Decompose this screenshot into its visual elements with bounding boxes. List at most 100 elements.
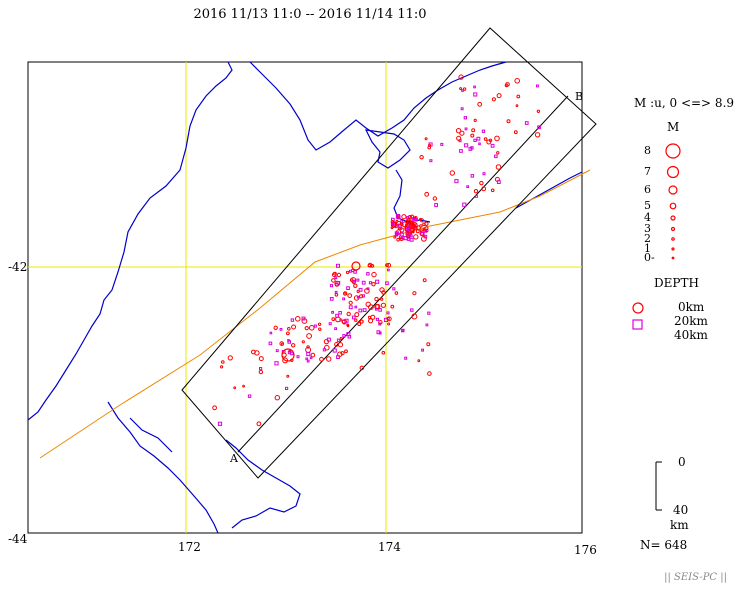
epicenter-deep: [334, 290, 338, 294]
epicenter-shallow: [374, 296, 379, 302]
epicenter-shallow: [359, 365, 365, 371]
epicenter-deep: [470, 174, 475, 178]
magnitude-range: M :u, 0 <=> 8.9: [634, 96, 735, 110]
epicenter-deep: [464, 143, 469, 148]
epicenter-shallow: [496, 151, 500, 155]
epicenter-deep: [313, 324, 317, 328]
epicenter-deep: [351, 315, 356, 320]
epicenter-deep: [358, 308, 363, 313]
epicenter-shallow: [258, 356, 264, 362]
epicenter-shallow: [343, 292, 347, 296]
epicenter-deep: [331, 310, 335, 314]
epicenter-deep: [478, 142, 481, 146]
epicenter-shallow: [390, 226, 394, 230]
depth-scale-unit: km: [670, 518, 689, 532]
epicenter-shallow: [413, 234, 419, 240]
epicenter-deep: [425, 323, 429, 327]
depth-shallow-symbol: [632, 302, 644, 314]
epicenter-deep: [309, 356, 313, 360]
epicenter-shallow: [536, 109, 541, 114]
epicenter-deep: [404, 356, 408, 360]
epicenter-deep: [386, 311, 390, 315]
epicenter-deep: [353, 270, 357, 274]
event-count: N= 648: [640, 538, 688, 552]
epicenter-shallow: [516, 94, 521, 99]
lat-label-42: -42: [8, 260, 28, 274]
epicenter-shallow: [359, 319, 364, 324]
coastline: [27, 61, 583, 534]
epicenter-shallow: [424, 137, 428, 141]
epicenter-deep: [494, 154, 498, 159]
epicenter-shallow: [470, 133, 475, 138]
epicenter-deep: [461, 89, 464, 92]
epicenter-shallow: [308, 325, 315, 331]
epicenter-deep: [366, 287, 370, 291]
epicenter-deep: [463, 116, 468, 120]
epicenter-shallow: [419, 155, 424, 160]
epicenter-shallow: [473, 118, 477, 123]
epicenter-deep: [287, 350, 292, 355]
epicenter-shallow: [486, 139, 492, 145]
depth-scale-bar: [655, 461, 662, 511]
epicenter-shallow: [386, 262, 392, 268]
epicenter-shallow: [495, 164, 502, 170]
epicenter-deep: [473, 138, 477, 142]
epicenter-deep: [358, 287, 363, 292]
epicenter-shallow: [286, 374, 290, 378]
depth-scale-bottom: 40: [673, 503, 689, 517]
epicenter-shallow: [427, 371, 432, 376]
epicenter-shallow: [473, 189, 479, 194]
epicenter-deep: [427, 311, 431, 315]
epicenter-deep: [322, 348, 326, 352]
epicenter-deep: [290, 318, 295, 322]
epicenter-deep: [537, 125, 541, 130]
epicenter-deep: [247, 394, 252, 398]
epicenter-shallow: [390, 304, 395, 309]
fault-line: [39, 169, 591, 459]
epicenter-deep: [440, 142, 444, 146]
magnitude-title: M: [667, 120, 680, 134]
epicenter-shallow: [406, 217, 411, 222]
epicenter-deep: [217, 421, 223, 426]
epicenter-shallow: [496, 93, 502, 99]
epicenter-shallow: [273, 325, 278, 330]
epicenter-deep: [329, 284, 333, 288]
epicenter-shallow: [481, 186, 487, 192]
epicenter-deep: [421, 348, 425, 352]
epicenter-shallow: [432, 196, 438, 201]
epicenter-shallow: [416, 225, 421, 231]
epicenter-deep: [336, 355, 340, 360]
epicenter-deep: [342, 297, 346, 301]
epicenter-deep: [476, 136, 481, 141]
epicenter-deep: [368, 281, 372, 285]
epicenter-deep: [408, 224, 413, 229]
epicenter-shallow: [318, 327, 322, 331]
epicenter-deep: [279, 328, 283, 331]
epicenter-shallow: [319, 356, 324, 362]
epicenter-shallow: [506, 119, 511, 124]
epicenter-shallow: [412, 291, 417, 296]
epicenter-deep: [296, 355, 300, 359]
epicenter-shallow: [479, 180, 484, 186]
magnitude-scale-label: 2: [644, 232, 651, 245]
lon-label-176: 176: [574, 543, 597, 557]
epicenter-deep: [356, 295, 360, 299]
epicenter-shallow: [424, 228, 429, 233]
epicenter-deep: [354, 305, 358, 309]
epicenter-shallow: [458, 74, 464, 80]
epicenter-shallow: [291, 343, 296, 348]
epicenter-deep: [275, 349, 279, 353]
epicenter-shallow: [375, 303, 381, 310]
epicenter-deep: [285, 386, 289, 390]
epicenter-shallow: [427, 145, 432, 150]
depth-label-0: 0km: [678, 300, 705, 314]
epicenter-deep: [399, 227, 403, 231]
epicenter-shallow: [367, 262, 373, 268]
epicenter-deep: [306, 359, 310, 363]
epicenter-shallow: [286, 331, 290, 336]
epicenter-shallow: [221, 360, 225, 364]
epicenter-shallow: [419, 224, 423, 228]
epicenter-deep: [336, 338, 341, 342]
epicenter-shallow: [368, 304, 374, 311]
